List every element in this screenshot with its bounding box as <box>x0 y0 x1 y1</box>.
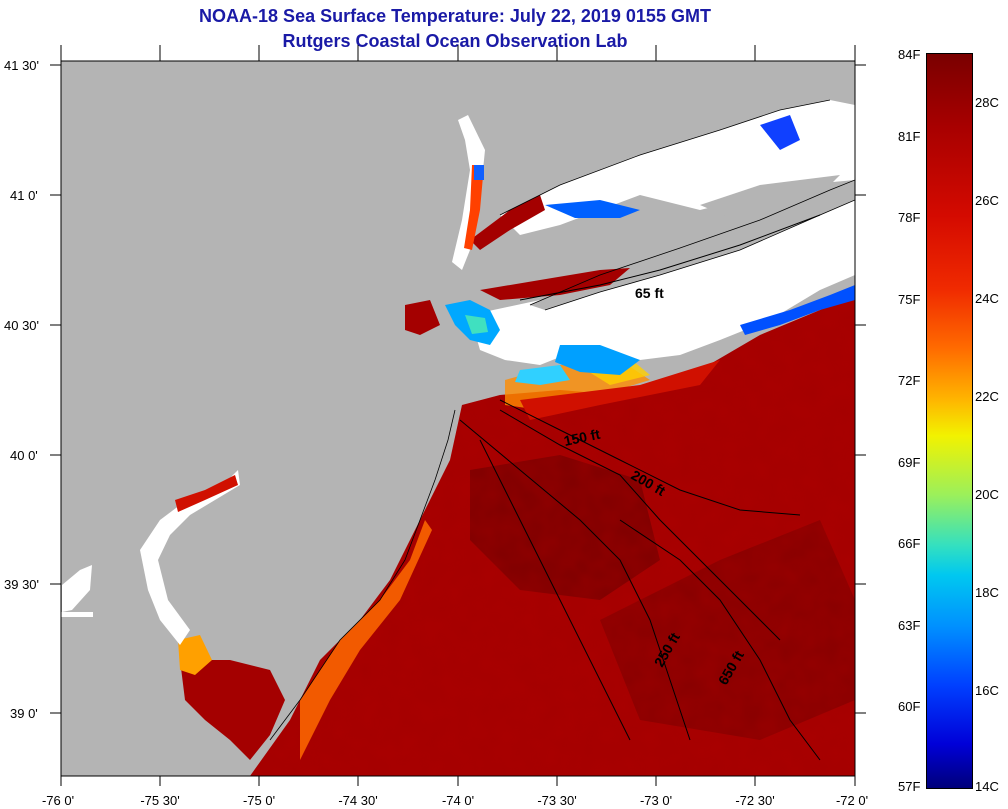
lon-label: -76 0' <box>42 793 74 808</box>
coastline <box>269 99 855 741</box>
colorbar-label-c: 16C <box>975 683 999 698</box>
lat-label: 39 0' <box>10 706 38 721</box>
cold-water-patch <box>760 115 800 150</box>
hudson-river <box>452 115 485 270</box>
colorbar-label-f: 60F <box>898 699 921 714</box>
delaware-river-sst <box>175 475 238 512</box>
latitude-ticks <box>50 64 866 714</box>
colorbar-label-f: 78F <box>898 210 921 225</box>
lat-label: 40 0' <box>10 448 38 463</box>
coastal-warm-band <box>520 360 720 420</box>
chesapeake-inlet <box>61 612 93 617</box>
colorbar-label-c: 28C <box>975 95 999 110</box>
sst-map: 65 ft 150 ft 200 ft 250 ft 650 ft -76 0'… <box>4 45 868 808</box>
lon-label: -75 30' <box>140 793 179 808</box>
colorbar-label-c: 24C <box>975 291 999 306</box>
colorbar-label-c: 14C <box>975 779 999 794</box>
colorbar-label-f: 69F <box>898 455 921 470</box>
delaware-bay <box>180 660 285 760</box>
cold-water-patch <box>515 365 570 385</box>
hudson-river-sst <box>464 165 484 250</box>
colorbar-label-f: 75F <box>898 292 921 307</box>
chesapeake-inlet <box>62 565 92 612</box>
lon-label: -72 30' <box>735 793 774 808</box>
raritan-bay-warm <box>405 300 440 335</box>
cold-water-patch <box>555 345 640 375</box>
delaware-river <box>140 470 240 645</box>
hudson-river-sst <box>474 165 484 180</box>
temperature-colorbar <box>926 53 973 789</box>
longitude-tick-labels: -76 0' -75 30' -75 0' -74 30' -74 0' -73… <box>42 793 868 808</box>
contour-label-65ft: 65 ft <box>635 285 664 301</box>
lat-label: 41 30' <box>4 58 39 73</box>
lon-label: -74 30' <box>338 793 377 808</box>
lat-label: 39 30' <box>4 577 39 592</box>
map-title-line1: NOAA-18 Sea Surface Temperature: July 22… <box>199 6 711 26</box>
depth-contours <box>459 214 821 761</box>
colorbar-label-f: 81F <box>898 129 921 144</box>
cold-water-patch <box>465 315 488 334</box>
contour-label-150ft: 150 ft <box>562 426 601 449</box>
longitude-ticks <box>60 45 856 786</box>
cold-water-patch <box>740 285 855 335</box>
ocean-noise <box>250 295 855 776</box>
colorbar-label-f: 63F <box>898 618 921 633</box>
colorbar-label-c: 18C <box>975 585 999 600</box>
colorbar-label-c: 26C <box>975 193 999 208</box>
coastal-warm-band <box>300 520 432 760</box>
delaware-bay-warm <box>178 635 212 675</box>
lon-label: -73 0' <box>640 793 672 808</box>
colorbar-label-f: 66F <box>898 536 921 551</box>
cold-water-patch <box>545 200 640 218</box>
li-sound-warm <box>480 268 630 300</box>
latitude-tick-labels: 41 30' 41 0' 40 30' 40 0' 39 30' 39 0' <box>4 58 39 721</box>
lon-label: -75 0' <box>243 793 275 808</box>
colorbar-label-f: 84F <box>898 47 921 62</box>
lat-label: 41 0' <box>10 188 38 203</box>
lon-label: -74 0' <box>442 793 474 808</box>
colorbar-label-f: 72F <box>898 373 921 388</box>
connecticut-shore <box>700 175 840 218</box>
lat-label: 40 30' <box>4 318 39 333</box>
colorbar-label-c: 20C <box>975 487 999 502</box>
colorbar-label-f: 57F <box>898 779 921 794</box>
lon-label: -72 0' <box>836 793 868 808</box>
colorbar-label-c: 22C <box>975 389 999 404</box>
map-title-line2: Rutgers Coastal Ocean Observation Lab <box>282 31 628 51</box>
li-sound-warm <box>470 195 545 250</box>
lon-label: -73 30' <box>537 793 576 808</box>
